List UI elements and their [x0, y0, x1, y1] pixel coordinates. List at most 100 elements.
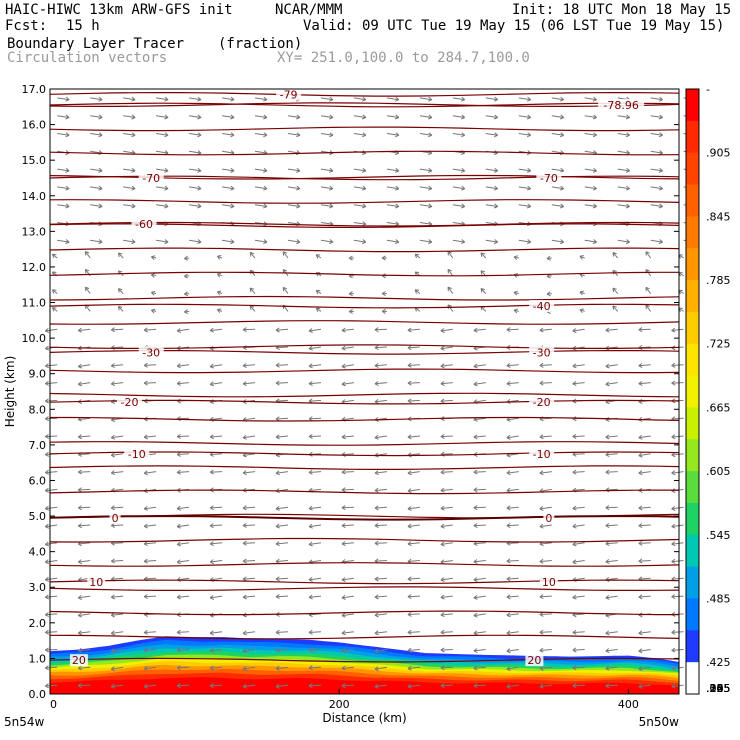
contour-label: -40: [533, 300, 551, 313]
isotherm: [49, 126, 680, 132]
wind-vector: [110, 345, 124, 351]
wind-vector: [638, 452, 651, 458]
wind-vector: [374, 594, 387, 600]
wind-vector: [605, 381, 618, 387]
wind-vector: [506, 683, 519, 689]
wind-vector: [612, 287, 619, 294]
wind-vector: [275, 362, 289, 368]
wind-vector: [419, 96, 433, 102]
field-name: Boundary Layer Tracer: [7, 36, 185, 52]
wind-vector: [473, 487, 486, 493]
wind-vector: [353, 239, 367, 245]
wind-vector: [176, 594, 190, 600]
wind-vector: [242, 363, 256, 369]
contour-label: -78.96: [603, 99, 638, 112]
field-units: (fraction): [218, 36, 303, 52]
colorbar-swatch: [686, 216, 699, 249]
contour-label: 10: [89, 576, 103, 589]
wind-vector: [671, 434, 684, 440]
wind-vector: [348, 291, 354, 297]
wind-vector: [440, 577, 453, 582]
wind-vector: [242, 576, 256, 582]
wind-vector: [480, 288, 487, 294]
wind-vector: [518, 239, 532, 245]
wind-vector: [671, 594, 684, 600]
wind-vector: [150, 290, 157, 296]
isotherm-labeled: [49, 399, 680, 405]
contour-label-bg: [598, 99, 645, 112]
wind-vector: [584, 167, 598, 173]
wind-vector: [678, 307, 684, 313]
wind-vector: [282, 251, 289, 259]
wind-vector: [539, 594, 552, 600]
wind-vector: [551, 185, 565, 191]
wind-vector: [44, 487, 58, 493]
wind-vector: [57, 132, 70, 138]
wind-vector: [572, 559, 585, 565]
model-title: HAIC-HIWC 13km ARW-GFS init: [5, 2, 233, 18]
wind-vector: [176, 647, 190, 653]
wind-vector: [77, 647, 91, 653]
wind-vector: [341, 612, 354, 618]
y-tick-label: 16.0: [22, 119, 47, 132]
wind-vector: [110, 452, 124, 458]
wind-vector: [341, 469, 354, 475]
wind-vector: [57, 114, 70, 120]
wind-vector: [638, 630, 651, 636]
wind-vector: [572, 469, 585, 475]
wind-vector: [584, 96, 598, 102]
wind-vector: [539, 665, 552, 671]
wind-vector: [77, 505, 91, 511]
wind-vector: [440, 665, 453, 671]
wind-vector: [546, 291, 552, 297]
wind-vector: [473, 683, 486, 689]
wind-vector: [605, 469, 618, 475]
wind-vector: [249, 305, 256, 312]
wind-vector: [242, 381, 256, 387]
isotherm: [49, 537, 680, 543]
wind-vector: [605, 559, 618, 564]
wind-vector: [407, 470, 420, 476]
wind-vector: [386, 132, 400, 138]
wind-vector: [341, 665, 354, 671]
colorbar-label: .905: [706, 147, 731, 160]
isotherm: [49, 441, 680, 446]
wind-vector: [209, 363, 223, 369]
wind-vector: [419, 239, 433, 245]
wind-vector: [242, 648, 256, 654]
wind-vector: [110, 666, 124, 672]
wind-vector: [374, 522, 387, 528]
y-tick-label: 0.0: [29, 688, 47, 701]
contour-label: -79: [280, 88, 298, 101]
wind-vector: [374, 630, 387, 636]
wind-vector: [539, 629, 552, 635]
wind-vector: [308, 328, 322, 333]
wind-vector: [216, 255, 223, 260]
wind-vector: [308, 469, 322, 475]
wind-vector: [638, 470, 651, 476]
wind-vector: [518, 96, 532, 102]
wind-vector: [407, 665, 420, 671]
wind-vector: [51, 253, 58, 259]
colorbar-swatch: [686, 343, 699, 377]
wind-vector: [447, 251, 454, 259]
wind-vector: [117, 288, 124, 294]
wind-vector: [156, 239, 169, 245]
wind-vector: [506, 576, 519, 582]
wind-vector: [183, 309, 190, 315]
wind-vector: [275, 380, 289, 386]
wind-vector: [275, 683, 289, 689]
wind-vector: [650, 167, 664, 173]
colorbar-label: .785: [706, 274, 731, 287]
wind-vector: [513, 255, 519, 260]
wind-vector: [44, 505, 58, 511]
left-endpoint-label: 5n54w: [4, 715, 45, 729]
wind-vector: [353, 221, 367, 227]
right-endpoint-label: 5n50w: [639, 715, 680, 729]
wind-vector: [51, 289, 58, 294]
wind-vector: [44, 629, 58, 635]
wind-vector: [222, 150, 235, 156]
vectors-label: Circulation vectors: [7, 50, 168, 66]
wind-vector: [381, 255, 387, 261]
